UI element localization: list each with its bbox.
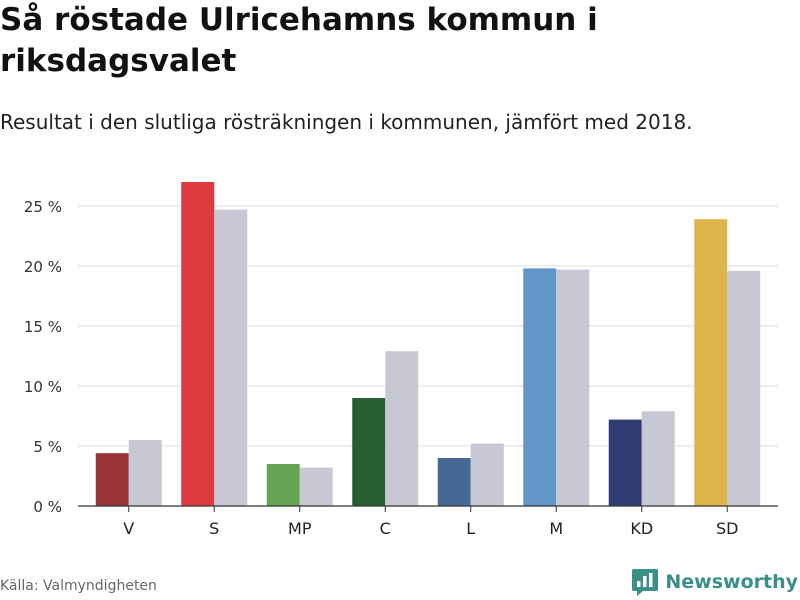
bar-2022-c (352, 398, 386, 506)
bar-2018-l (470, 443, 504, 506)
bars (95, 182, 761, 506)
bar-2022-l (437, 458, 471, 506)
y-tick-label: 20 % (24, 258, 62, 276)
x-tick-label: L (466, 519, 475, 538)
bar-chart: 0 % 5 % 10 % 15 % 20 % 25 % V S MP C L M KD SD (24, 182, 778, 538)
x-tick-label: V (123, 519, 134, 538)
source-note: Källa: Valmyndigheten (0, 578, 157, 594)
y-tick-label: 0 % (33, 498, 62, 516)
bar-2022-mp (266, 464, 300, 506)
bar-2022-sd (694, 219, 728, 506)
brand-logo: Newsworthy (631, 567, 798, 597)
x-tick-label: S (209, 519, 219, 538)
bar-2022-m (523, 268, 557, 506)
bar-2022-v (95, 453, 129, 506)
x-tick-label: SD (716, 519, 738, 538)
bar-2018-kd (641, 411, 675, 506)
x-tick-label: C (380, 519, 391, 538)
bar-2018-mp (299, 467, 333, 506)
bar-2022-kd (608, 419, 642, 506)
brand-name: Newsworthy (665, 571, 798, 593)
x-tick-label: KD (630, 519, 653, 538)
chart-subtitle: Resultat i den slutliga rösträkningen i … (0, 110, 693, 134)
newsworthy-logo-icon (632, 569, 659, 596)
bar-2018-s (214, 209, 248, 506)
bar-2022-s (181, 182, 215, 506)
bar-2018-c (385, 351, 419, 506)
bar-2018-sd (727, 270, 761, 506)
y-tick-label: 10 % (24, 378, 62, 396)
chart-title: Så röstade Ulricehamns kommun i riksdags… (0, 2, 598, 79)
x-tick-label: M (549, 519, 563, 538)
bar-2018-v (128, 440, 162, 506)
y-tick-label: 15 % (24, 318, 62, 336)
axes: 0 % 5 % 10 % 15 % 20 % 25 % V S MP C L M KD SD (24, 198, 778, 538)
x-tick-label: MP (288, 519, 312, 538)
y-tick-label: 5 % (33, 438, 62, 456)
bar-2018-m (556, 269, 590, 506)
y-tick-label: 25 % (24, 198, 62, 216)
